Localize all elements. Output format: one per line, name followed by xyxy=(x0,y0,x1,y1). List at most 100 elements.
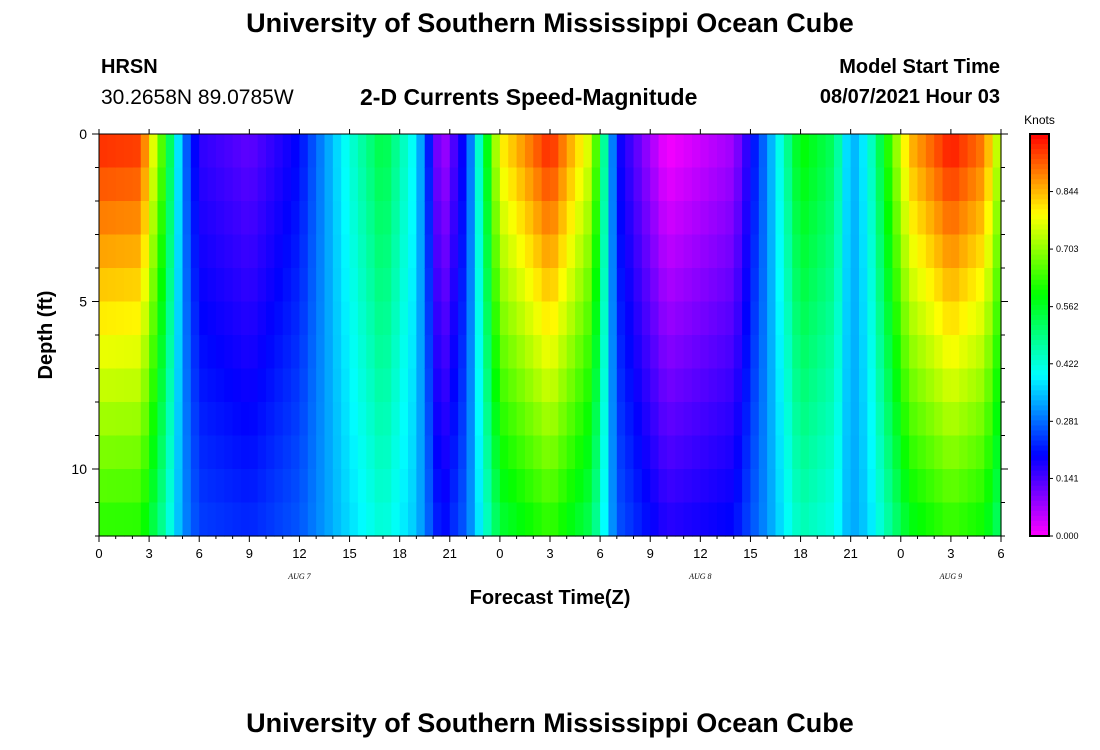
heatmap-cell xyxy=(449,502,459,537)
heatmap-cell xyxy=(767,301,777,336)
colorbar-swatch xyxy=(1030,274,1049,281)
heatmap-cell xyxy=(215,167,225,202)
heatmap-cell xyxy=(366,469,376,504)
heatmap-cell xyxy=(875,402,885,437)
heatmap-cell xyxy=(750,234,760,269)
heatmap-cell xyxy=(224,301,234,336)
heatmap-cell xyxy=(249,402,259,437)
heatmap-cell xyxy=(357,134,367,169)
heatmap-cell xyxy=(650,134,660,169)
colorbar-swatch xyxy=(1030,430,1049,437)
heatmap-cell xyxy=(683,167,693,202)
heatmap-cell xyxy=(641,469,651,504)
heatmap-cell xyxy=(842,469,852,504)
heatmap-cell xyxy=(583,435,593,470)
heatmap-cell xyxy=(307,368,317,403)
heatmap-cell xyxy=(550,134,559,169)
heatmap-cell xyxy=(850,234,860,269)
heatmap-cell xyxy=(107,234,117,269)
heatmap-cell xyxy=(725,234,735,269)
heatmap-cell xyxy=(600,234,610,269)
heatmap-cell xyxy=(199,368,209,403)
colorbar-swatch xyxy=(1030,340,1049,346)
heatmap-cell xyxy=(349,301,359,336)
heatmap-cell xyxy=(524,402,534,437)
heatmap-cell xyxy=(683,435,693,470)
heatmap-cell xyxy=(691,368,701,403)
heatmap-cell xyxy=(366,134,376,169)
heatmap-cell xyxy=(750,402,760,437)
heatmap-cell xyxy=(608,201,618,236)
heatmap-cell xyxy=(408,301,417,336)
heatmap-cell xyxy=(257,167,267,202)
colorbar-swatch xyxy=(1030,304,1049,311)
heatmap-cell xyxy=(633,368,643,403)
heatmap-cell xyxy=(967,469,977,504)
heatmap-cell xyxy=(149,167,159,202)
heatmap-cell xyxy=(115,435,125,470)
colorbar-swatch xyxy=(1030,254,1049,261)
colorbar: Knots 0.000 0.141 0.281 0.422 0.562 0.703 0.844 xyxy=(1024,113,1078,541)
heatmap-cell xyxy=(182,268,192,303)
heatmap-cell xyxy=(433,402,443,437)
heatmap-cell xyxy=(842,134,852,169)
heatmap-cell xyxy=(992,469,1002,504)
heatmap-cell xyxy=(992,502,1002,537)
heatmap-cell xyxy=(516,402,526,437)
heatmap-cell xyxy=(967,368,977,403)
colorbar-swatch xyxy=(1030,385,1049,391)
heatmap-cell xyxy=(550,435,559,470)
heatmap-cell xyxy=(909,167,919,202)
colorbar-swatch xyxy=(1030,284,1049,291)
heatmap-cell xyxy=(541,268,551,303)
heatmap-cell xyxy=(382,402,392,437)
heatmap-cell xyxy=(967,167,977,202)
heatmap-cell xyxy=(967,335,977,370)
heatmap-cell xyxy=(975,167,985,202)
heatmap-cell xyxy=(299,435,309,470)
heatmap-cell xyxy=(666,469,676,504)
heatmap-cell xyxy=(783,167,793,202)
heatmap-cell xyxy=(449,469,459,504)
heatmap-cell xyxy=(666,201,676,236)
heatmap-cell xyxy=(249,502,259,537)
heatmap-cell xyxy=(558,435,568,470)
heatmap-cell xyxy=(934,234,944,269)
heatmap-cell xyxy=(257,234,267,269)
heatmap-cell xyxy=(366,234,376,269)
heatmap-cell xyxy=(934,435,944,470)
date-label: AUG 8 xyxy=(688,572,711,581)
heatmap-cell xyxy=(558,134,568,169)
colorbar-swatch xyxy=(1030,475,1049,482)
heatmap-cell xyxy=(650,167,660,202)
heatmap-cell xyxy=(466,201,476,236)
heatmap-cell xyxy=(199,268,209,303)
heatmap-cell xyxy=(975,268,985,303)
heatmap-cell xyxy=(474,301,484,336)
heatmap-cell xyxy=(533,402,543,437)
heatmap-cell xyxy=(433,167,443,202)
heatmap-cell xyxy=(474,234,484,269)
heatmap-cell xyxy=(291,435,301,470)
heatmap-cell xyxy=(909,268,919,303)
heatmap-cell xyxy=(892,435,902,470)
heatmap-cell xyxy=(408,502,417,537)
heatmap-cell xyxy=(282,201,292,236)
heatmap-cell xyxy=(666,435,676,470)
heatmap-cell xyxy=(199,134,209,169)
x-tick-label: 21 xyxy=(443,546,457,561)
heatmap-cell xyxy=(717,402,726,437)
colorbar-swatch xyxy=(1030,410,1049,416)
heatmap-cell xyxy=(533,167,543,202)
heatmap-cell xyxy=(399,469,409,504)
heatmap-cell xyxy=(925,368,935,403)
heatmap-cell xyxy=(800,301,810,336)
heatmap-cell xyxy=(575,335,585,370)
colorbar-swatch xyxy=(1030,515,1049,522)
colorbar-swatch xyxy=(1030,445,1049,452)
heatmap-cell xyxy=(633,134,643,169)
heatmap-cell xyxy=(666,167,676,202)
heatmap-cell xyxy=(441,268,451,303)
heatmap-cell xyxy=(399,234,409,269)
colorbar-swatch xyxy=(1030,309,1049,316)
